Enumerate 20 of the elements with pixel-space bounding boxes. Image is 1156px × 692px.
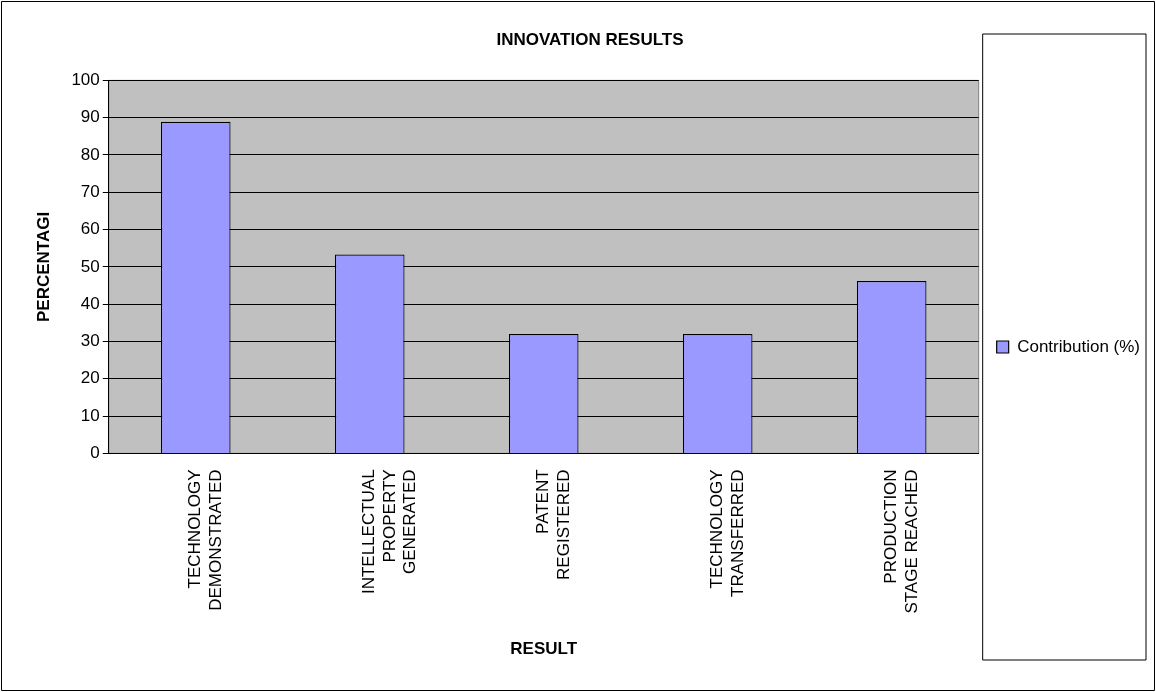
x-tick-label: PATENT REGISTERED — [533, 469, 573, 580]
y-tick-label: 80 — [80, 144, 100, 164]
legend-label: Contribution (%) — [1017, 336, 1140, 356]
y-tick-label: 40 — [80, 293, 100, 313]
y-tick-label: 90 — [80, 107, 100, 127]
x-tick-label: PRODUCTION STAGE REACHED — [881, 469, 921, 614]
chart-title: INNOVATION RESULTS — [496, 29, 684, 49]
y-tick-label: 20 — [80, 368, 100, 388]
y-tick-label: 30 — [80, 331, 100, 351]
y-tick-label: 10 — [80, 405, 100, 425]
y-axis-title: PERCENTAGI — [33, 211, 53, 322]
x-axis-title: RESULT — [510, 639, 578, 659]
y-tick-label: 60 — [80, 219, 100, 239]
y-tick-label: 50 — [80, 256, 100, 276]
x-tick-label: TECHNOLOGY DEMONSTRATED — [185, 469, 225, 611]
y-tick-label: 100 — [71, 70, 100, 90]
x-tick-label: TECHNOLOGY TRANSFERRED — [707, 469, 747, 597]
y-tick-label: 70 — [80, 181, 100, 201]
x-tick-label: INTELLECTUAL PROPERTY GENERATED — [359, 469, 420, 595]
y-tick-label: 0 — [90, 443, 100, 463]
